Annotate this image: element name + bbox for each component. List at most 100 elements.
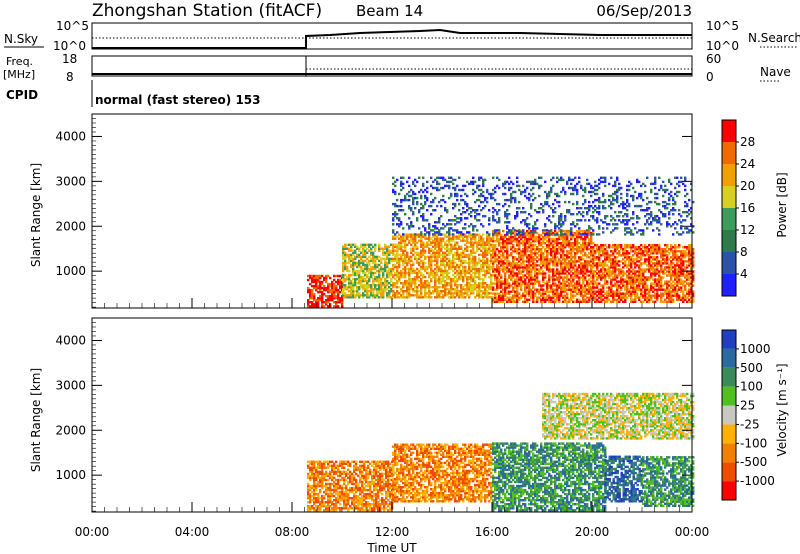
- power-cell: [558, 300, 561, 303]
- power-cell: [508, 290, 511, 293]
- power-cell: [474, 263, 477, 267]
- power-cell: [315, 280, 318, 284]
- power-cell: [584, 268, 587, 271]
- power-cell: [620, 288, 623, 291]
- power-cell: [494, 298, 497, 301]
- power-cell: [452, 202, 455, 206]
- power-cell: [538, 250, 541, 253]
- power-cell: [602, 207, 605, 210]
- power-cell: [406, 286, 409, 289]
- power-cell: [450, 261, 453, 265]
- power-cell: [566, 244, 569, 247]
- power-cell: [422, 182, 425, 186]
- power-cell: [562, 186, 565, 190]
- power-cell: [404, 237, 407, 240]
- power-cell: [426, 279, 429, 283]
- power-cell: [436, 237, 439, 240]
- power-cell: [444, 271, 447, 275]
- power-cell: [486, 271, 489, 275]
- power-cell: [598, 227, 601, 230]
- power-cell: [402, 176, 405, 179]
- power-cell: [494, 250, 497, 253]
- power-cell: [344, 288, 347, 291]
- power-cell: [672, 272, 675, 275]
- power-cell: [582, 254, 585, 257]
- power-cell: [548, 286, 551, 289]
- power-cell: [404, 245, 407, 248]
- power-cell: [410, 286, 413, 289]
- power-cell: [360, 243, 363, 246]
- power-cell: [660, 296, 663, 299]
- power-cell: [562, 188, 565, 192]
- power-cell: [418, 296, 421, 299]
- power-cell: [434, 196, 437, 200]
- power-cell: [446, 253, 449, 257]
- power-cell: [510, 198, 513, 202]
- power-cell: [592, 207, 595, 210]
- power-cell: [400, 223, 403, 226]
- power-cell: [488, 235, 491, 238]
- power-cell: [684, 246, 687, 249]
- power-cell: [600, 200, 603, 204]
- power-cell: [496, 260, 499, 263]
- power-cell: [568, 178, 571, 182]
- power-cell: [307, 303, 310, 306]
- power-cell: [478, 188, 481, 192]
- power-cell: [478, 261, 481, 265]
- power-cell: [640, 270, 643, 273]
- power-cell: [598, 260, 601, 263]
- power-cell: [402, 282, 405, 285]
- power-cell: [562, 282, 565, 285]
- power-cell: [450, 223, 453, 226]
- power-cell: [400, 271, 403, 275]
- power-cell: [608, 254, 611, 257]
- power-cell: [524, 188, 527, 192]
- power-cell: [434, 253, 437, 257]
- power-cell: [454, 290, 457, 293]
- power-cell: [674, 292, 677, 295]
- power-cell: [608, 290, 611, 293]
- power-cell: [634, 272, 637, 275]
- power-cell: [560, 270, 563, 273]
- power-cell: [570, 260, 573, 263]
- power-cell: [534, 178, 537, 182]
- power-cell: [386, 275, 389, 279]
- power-cell: [362, 288, 365, 291]
- power-cell: [412, 225, 415, 228]
- power-cell: [474, 296, 477, 299]
- power-cell: [508, 284, 511, 287]
- power-cell: [335, 284, 338, 288]
- power-cell: [532, 229, 535, 232]
- power-cell: [648, 268, 651, 271]
- power-cell: [466, 239, 469, 242]
- power-cell: [348, 277, 351, 281]
- power-cell: [358, 255, 361, 259]
- power-cell: [494, 252, 497, 255]
- power-cell: [576, 207, 579, 210]
- power-cell: [528, 264, 531, 267]
- power-cell: [600, 262, 603, 265]
- power-cell: [496, 300, 499, 303]
- power-cell: [566, 258, 569, 261]
- power-cell: [592, 274, 595, 277]
- power-cell: [614, 270, 617, 273]
- power-cell: [430, 241, 433, 244]
- power-cell: [684, 286, 687, 289]
- power-cell: [438, 217, 441, 220]
- power-cell: [460, 198, 463, 202]
- power-cell: [538, 233, 541, 237]
- power-cell: [576, 288, 579, 291]
- power-cell: [378, 259, 381, 263]
- power-cell: [313, 274, 316, 278]
- power-cell: [364, 267, 367, 271]
- power-cell: [466, 279, 469, 283]
- power-cell: [516, 207, 519, 210]
- power-cell: [690, 286, 693, 289]
- power-cell: [502, 282, 505, 285]
- power-cell: [360, 282, 363, 285]
- power-cell: [658, 252, 661, 255]
- power-cell: [614, 248, 617, 251]
- power-cell: [492, 256, 495, 259]
- power-cell: [600, 276, 603, 279]
- power-cell: [362, 284, 365, 287]
